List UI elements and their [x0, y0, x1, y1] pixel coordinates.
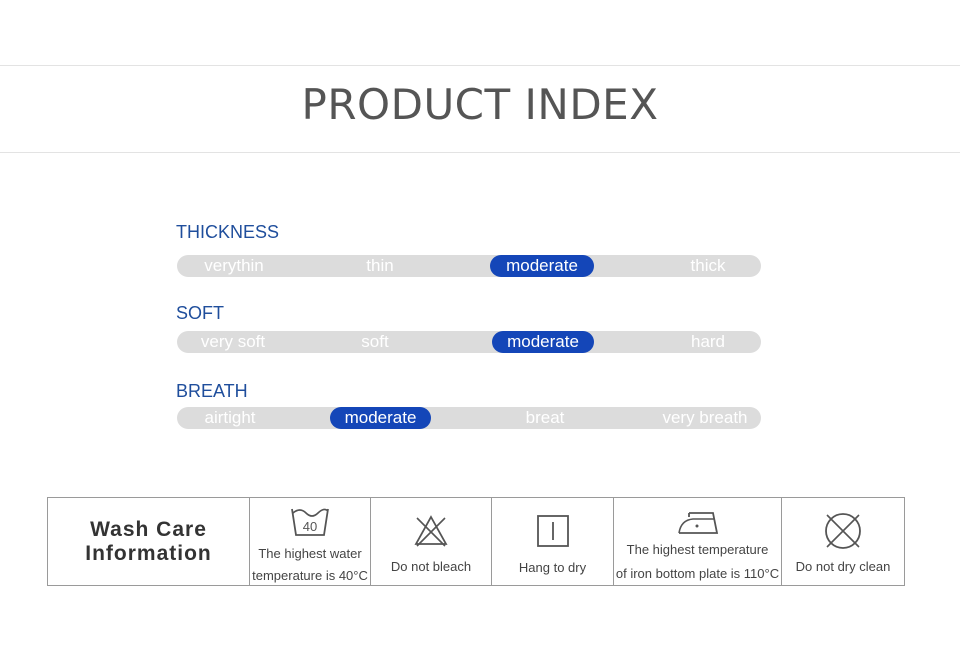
iron-icon: [677, 512, 718, 534]
hang-dry-icon: [536, 515, 569, 547]
wash-temp-number: 40: [303, 519, 317, 534]
wash-care-heading-line2: Information: [85, 541, 212, 565]
thickness-label: THICKNESS: [176, 222, 280, 242]
header-top-divider: [0, 65, 960, 66]
wash-care-table: Wash Care Information 40 The highest wat…: [47, 497, 905, 586]
soft-option-selected: moderate: [492, 331, 594, 353]
breath-label: BREATH: [176, 381, 248, 401]
soft-option: very soft: [200, 332, 266, 351]
wash-care-caption: of iron bottom plate is 110°C: [615, 566, 780, 581]
wash-care-caption: The highest temperature: [626, 542, 769, 557]
soft-option: soft: [361, 332, 389, 351]
wash-care-item: Do not bleach: [371, 498, 492, 585]
soft-option: hard: [690, 332, 726, 351]
wash-care-caption: temperature is 40°C: [252, 568, 368, 583]
wash-care-item: Do not dry clean: [782, 498, 904, 585]
soft-scale: very soft soft moderate hard: [177, 331, 761, 353]
wash-care-caption: Do not dry clean: [795, 559, 891, 574]
wash-care-heading-line1: Wash Care: [90, 517, 207, 541]
wash-care-caption: Hang to dry: [518, 560, 587, 575]
wash-care-caption: The highest water: [258, 546, 362, 561]
breath-option: breat: [525, 408, 565, 427]
header-bottom-divider: [0, 152, 960, 153]
thickness-option: thin: [366, 256, 394, 275]
wash-care-caption: Do not bleach: [390, 559, 472, 574]
thickness-option: verythin: [204, 256, 264, 275]
wash-care-heading: Wash Care Information: [48, 498, 250, 585]
wash-care-item: 40 The highest water temperature is 40°C: [250, 498, 371, 585]
thickness-option: thick: [690, 256, 726, 275]
no-dry-clean-icon: [825, 513, 861, 549]
breath-option-selected: moderate: [330, 407, 431, 429]
wash-care-item: Hang to dry: [492, 498, 614, 585]
breath-scale: airtight moderate breat very breath: [177, 407, 761, 429]
page-title: PRODUCT INDEX: [301, 80, 659, 129]
soft-label: SOFT: [176, 303, 224, 323]
thickness-option-selected: moderate: [490, 255, 594, 277]
no-bleach-icon: [414, 515, 448, 547]
breath-option: airtight: [204, 408, 256, 427]
breath-option: very breath: [662, 408, 748, 427]
wash-40-icon: 40: [291, 508, 329, 536]
thickness-scale: verythin thin moderate thick: [177, 255, 761, 277]
wash-care-item: The highest temperature of iron bottom p…: [614, 498, 782, 585]
